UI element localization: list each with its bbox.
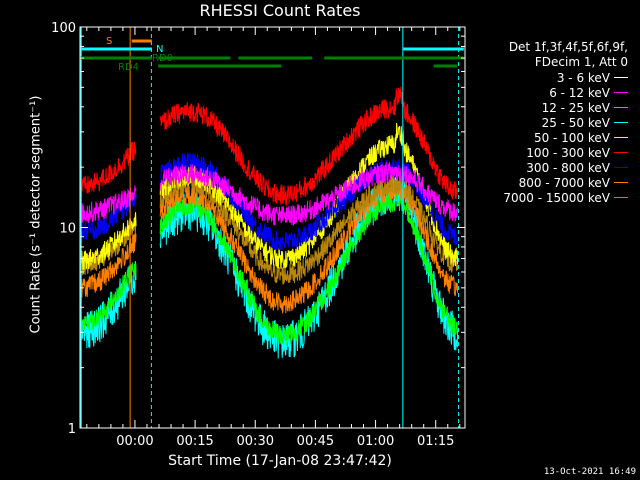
legend: Det 1f,3f,4f,5f,6f,9f, FDecim 1, Att 0 3… [448,40,628,205]
legend-swatch [614,197,628,198]
legend-swatch [614,107,628,108]
legend-header-line-2: FDecim 1, Att 0 [534,55,628,69]
legend-swatch [614,167,628,168]
flag-label-rd0: RD0 [152,53,173,64]
legend-entry: 3 - 6 keV [448,70,628,85]
legend-swatch [614,152,628,153]
flag-label-rd4: RD4 [118,62,139,73]
series-line-1 [79,162,459,226]
chart-title: RHESSI Count Rates [199,1,361,20]
legend-entry-label: 12 - 25 keV [541,100,610,115]
y-tick-label: 1 [68,422,76,437]
datestamp: 13-Oct-2021 16:49 [543,467,636,477]
x-tick-label: 01:15 [417,434,454,449]
legend-swatch [614,92,628,93]
flag-label-s: S [106,36,112,47]
legend-entry: 50 - 100 keV [448,130,628,145]
legend-entry-label: 25 - 50 keV [541,115,610,130]
legend-entry-label: 3 - 6 keV [556,70,610,85]
legend-entry: 800 - 7000 keV [448,175,628,190]
legend-entry: 300 - 800 keV [448,160,628,175]
legend-header-line-1: Det 1f,3f,4f,5f,6f,9f, [508,40,628,54]
x-axis-label: Start Time (17-Jan-08 23:47:42) [168,453,392,469]
x-tick-label: 00:30 [237,434,274,449]
legend-entry: 12 - 25 keV [448,100,628,115]
x-tick-label: 01:00 [357,434,394,449]
series-line-2 [79,191,459,346]
legend-swatch [614,77,628,78]
x-tick-label: 00:00 [116,434,153,449]
legend-swatch [614,137,628,138]
legend-entry: 25 - 50 keV [448,115,628,130]
legend-entry-label: 100 - 300 keV [526,145,610,160]
legend-entry-label: 6 - 12 keV [549,85,610,100]
legend-entry-label: 7000 - 15000 keV [503,190,610,205]
legend-entry: 100 - 300 keV [448,145,628,160]
legend-entry: 7000 - 15000 keV [448,190,628,205]
series-line-4 [79,122,459,270]
y-axis-label: Count Rate (s⁻¹ detector segment⁻¹) [28,95,44,334]
x-tick-label: 00:45 [297,434,334,449]
x-tick-label: 00:15 [176,434,213,449]
legend-entry-label: 50 - 100 keV [533,130,610,145]
y-tick-label: 10 [59,222,76,237]
legend-swatch [614,182,628,183]
flag-label-n: N [156,44,163,55]
series-line-5 [79,86,459,207]
y-tick-label: 100 [51,21,76,36]
legend-swatch [614,122,628,123]
legend-entry-label: 300 - 800 keV [526,160,610,175]
legend-entry: 6 - 12 keV [448,85,628,100]
legend-entry-label: 800 - 7000 keV [518,175,610,190]
